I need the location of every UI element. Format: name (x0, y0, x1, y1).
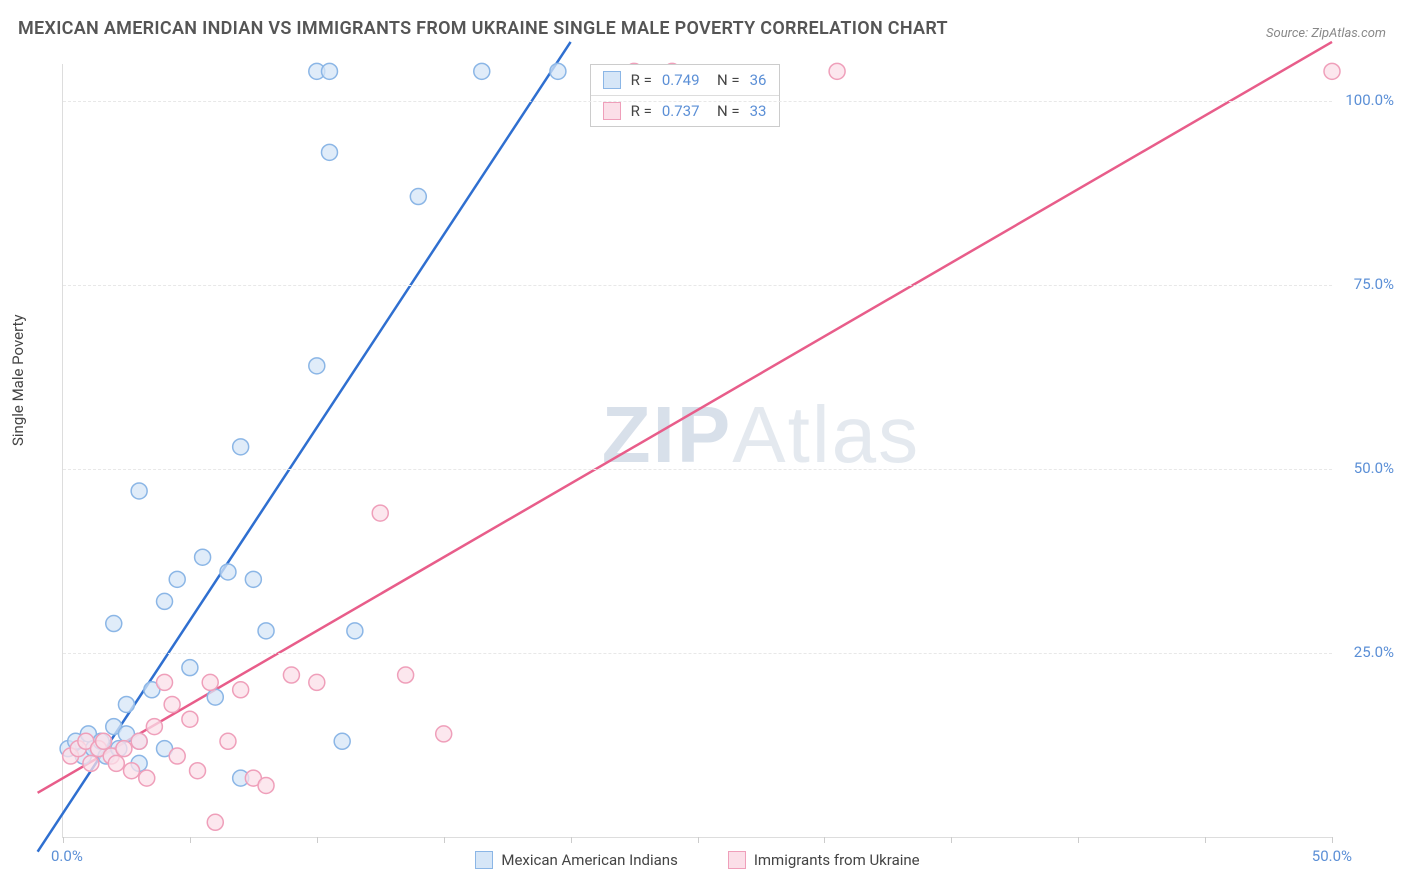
y-tick-label: 75.0% (1354, 275, 1394, 293)
r-value-1: 0.737 (662, 102, 700, 120)
swatch-bottom-1 (728, 851, 746, 869)
legend-item-1: Immigrants from Ukraine (728, 851, 920, 869)
y-tick-label: 25.0% (1354, 643, 1394, 661)
n-value-1: 33 (750, 102, 767, 120)
swatch-series-1 (603, 102, 621, 120)
r-label: R = (631, 102, 652, 120)
source-attribution: Source: ZipAtlas.com (1266, 26, 1386, 41)
n-label: N = (710, 102, 740, 120)
y-axis-label: Single Male Poverty (9, 314, 27, 446)
series-legend: Mexican American Indians Immigrants from… (63, 851, 1332, 869)
r-label: R = (631, 71, 652, 89)
legend-row-series-0: R = 0.749 N = 36 (591, 65, 779, 96)
correlation-legend: R = 0.749 N = 36 R = 0.737 N = 33 (590, 64, 780, 127)
x-tick-label: 0.0% (51, 847, 83, 865)
chart-title: MEXICAN AMERICAN INDIAN VS IMMIGRANTS FR… (18, 18, 948, 39)
y-tick-label: 50.0% (1354, 459, 1394, 477)
swatch-bottom-0 (475, 851, 493, 869)
legend-item-0: Mexican American Indians (475, 851, 677, 869)
swatch-series-0 (603, 71, 621, 89)
n-value-0: 36 (750, 71, 767, 89)
r-value-0: 0.749 (662, 71, 700, 89)
plot-area: ZIPAtlas R = 0.749 N = 36 R = 0.737 N = … (62, 64, 1332, 838)
n-label: N = (710, 71, 740, 89)
legend-label-0: Mexican American Indians (501, 851, 677, 869)
chart-svg (63, 64, 1332, 837)
y-tick-label: 100.0% (1345, 91, 1394, 109)
legend-label-1: Immigrants from Ukraine (754, 851, 920, 869)
x-tick-label: 50.0% (1312, 847, 1352, 865)
